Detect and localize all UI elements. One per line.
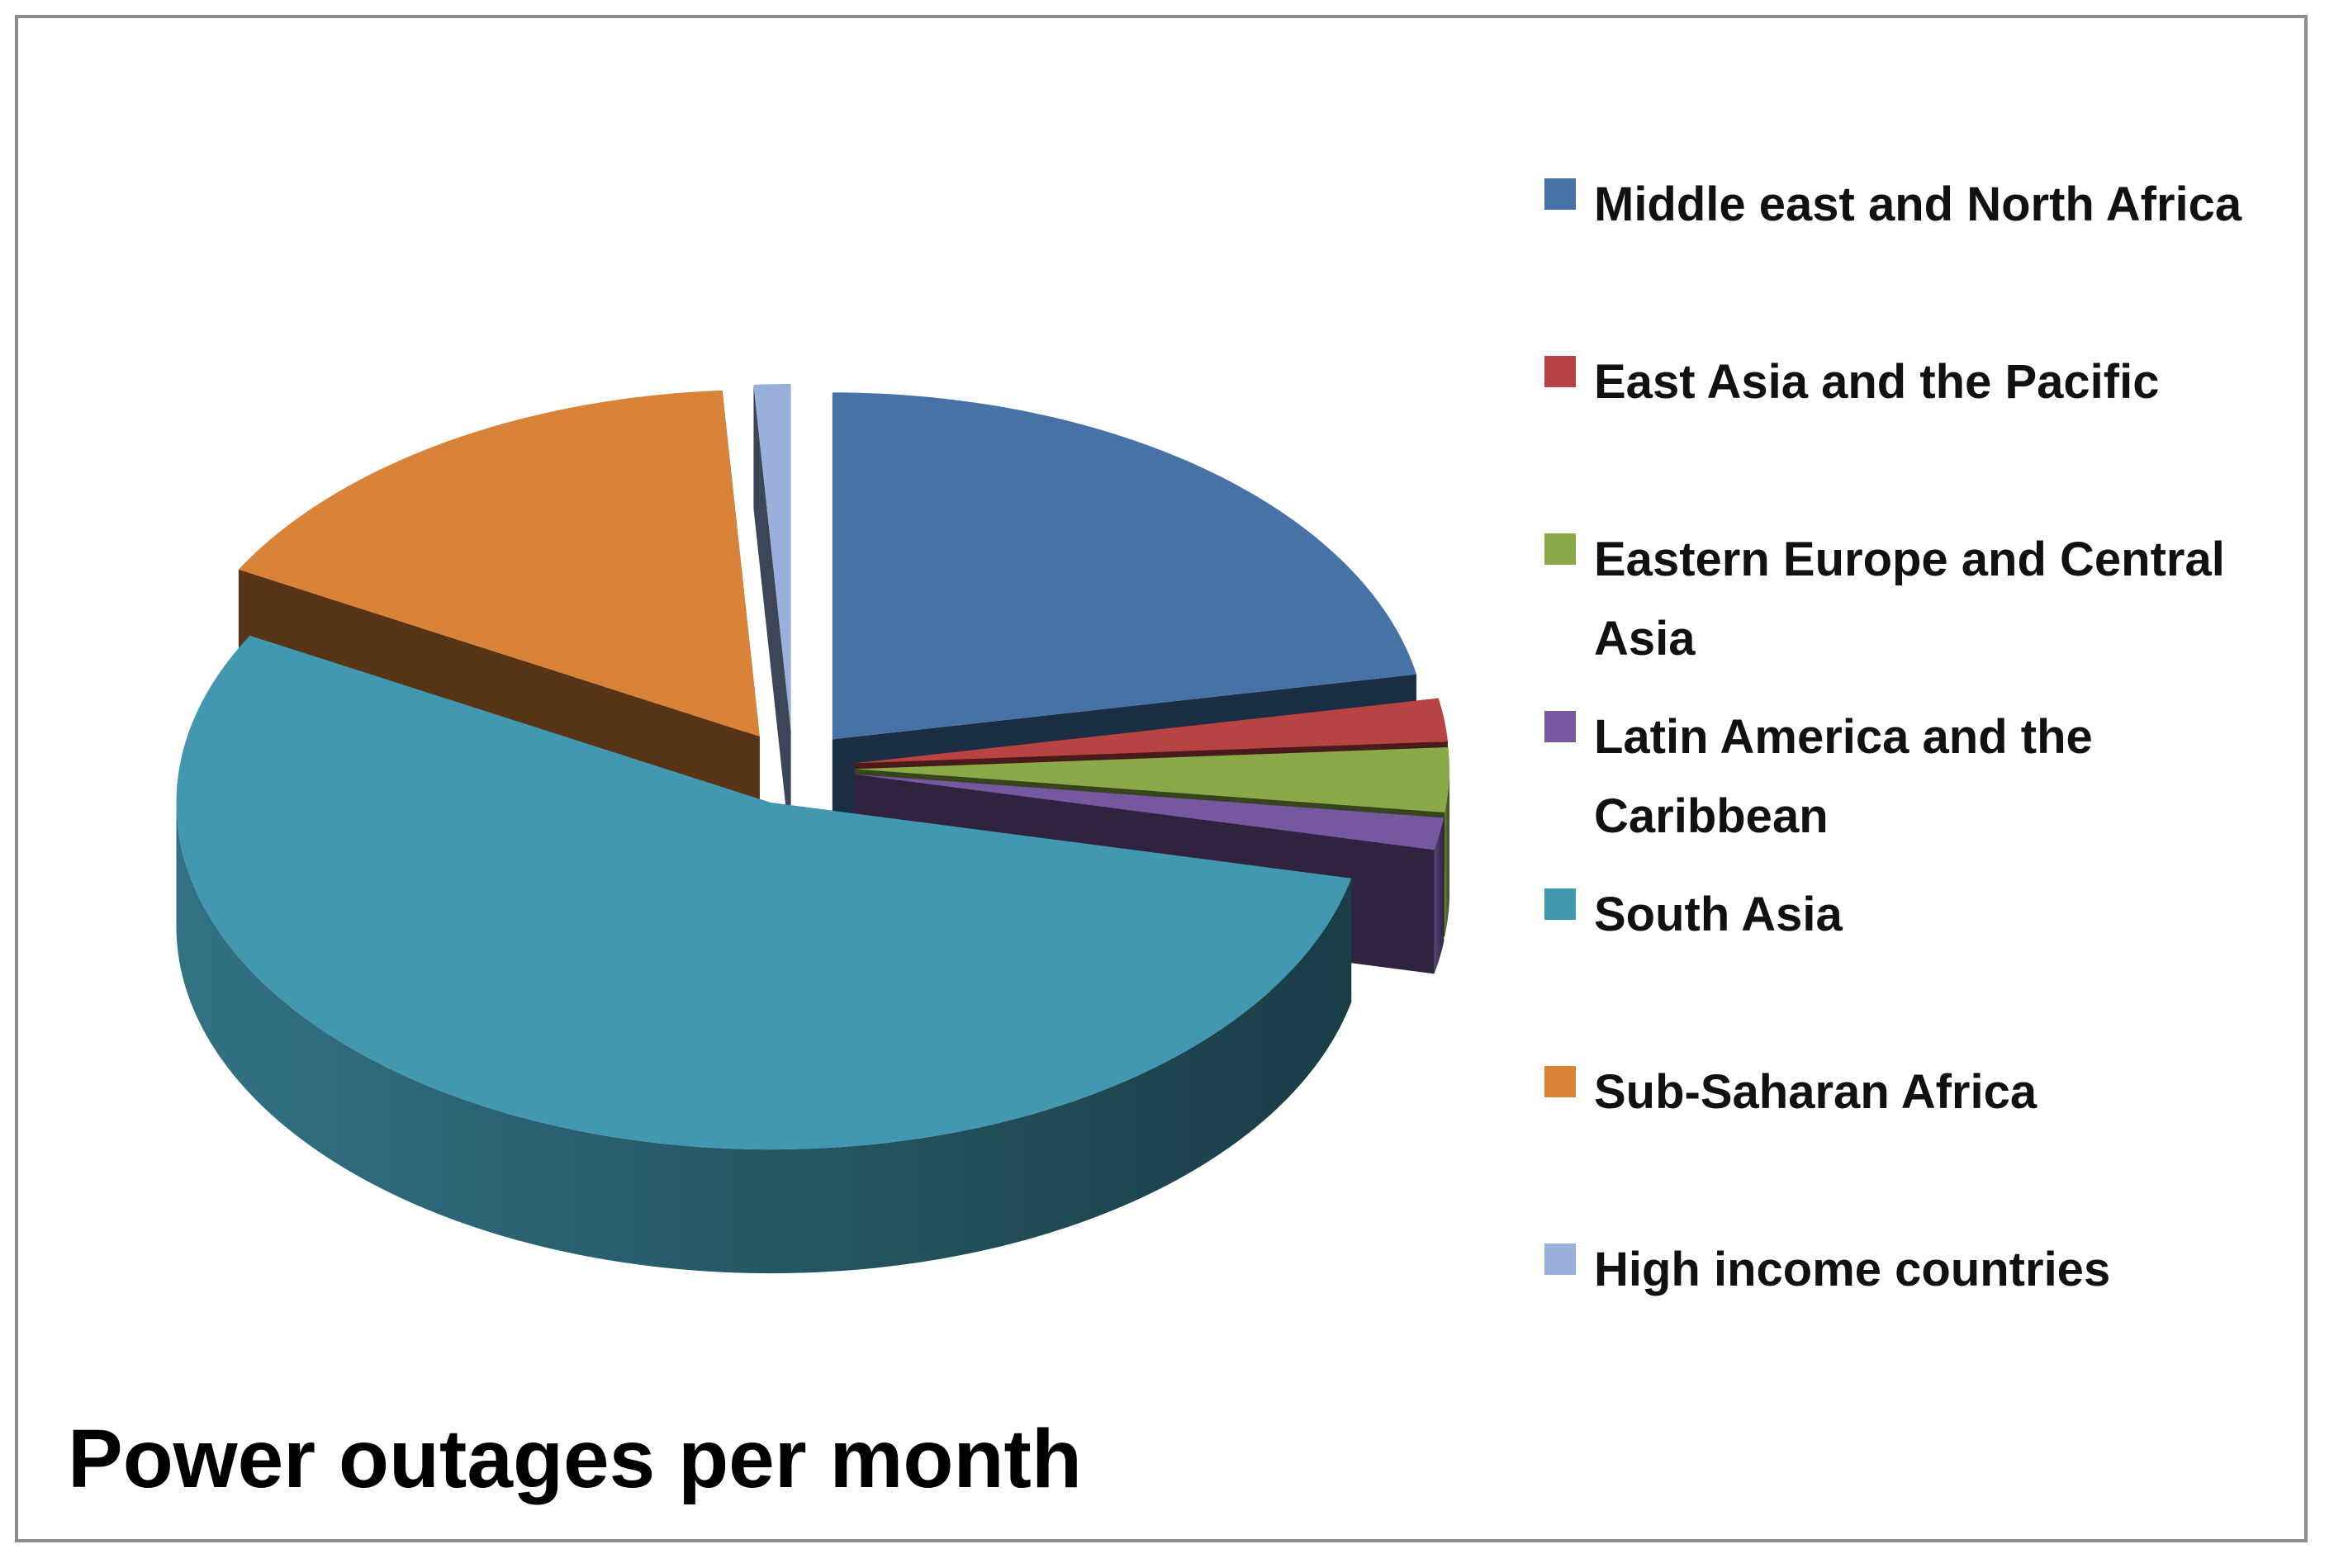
legend-label: East Asia and the Pacific (1594, 355, 2160, 409)
legend-item: Middle east and North Africa (1544, 165, 2255, 244)
legend-item: South Asia (1544, 875, 2255, 955)
pie-slice (176, 635, 1352, 1150)
legend-swatch (1544, 1066, 1576, 1097)
legend-item: East Asia and the Pacific (1544, 343, 2255, 422)
legend-item: Latin America and the Caribbean (1544, 698, 2255, 856)
legend-label: High income countries (1594, 1243, 2111, 1296)
chart-title: Power outages per month (68, 1413, 1082, 1505)
pie-slice (832, 392, 1417, 740)
legend-item: Sub-Saharan Africa (1544, 1053, 2255, 1132)
pie-slice (854, 747, 1449, 813)
slice-wall (1434, 817, 1445, 974)
pie-slice (853, 774, 1445, 850)
legend-swatch (1544, 178, 1576, 210)
slice-edge (753, 384, 791, 855)
pie-slice (753, 384, 791, 732)
legend-swatch (1544, 356, 1576, 387)
legend-label: Middle east and North Africa (1594, 178, 2242, 231)
legend-swatch (1544, 1244, 1576, 1275)
chart-frame (15, 15, 2308, 1542)
legend-swatch (1544, 711, 1576, 742)
legend-label: Latin America and the Caribbean (1594, 710, 2093, 843)
legend-label: Sub-Saharan Africa (1594, 1065, 2038, 1119)
legend-item: Eastern Europe and Central Asia (1544, 520, 2255, 679)
slice-wall (176, 803, 1352, 1274)
pie-slice (238, 390, 760, 737)
legend-swatch (1544, 888, 1576, 920)
legend-label: South Asia (1594, 888, 1843, 941)
legend-label: Eastern Europe and Central Asia (1594, 533, 2225, 666)
legend-swatch (1544, 533, 1576, 565)
slice-wall (1445, 769, 1449, 937)
pie-slice (854, 698, 1448, 764)
legend-item: High income countries (1544, 1230, 2255, 1310)
